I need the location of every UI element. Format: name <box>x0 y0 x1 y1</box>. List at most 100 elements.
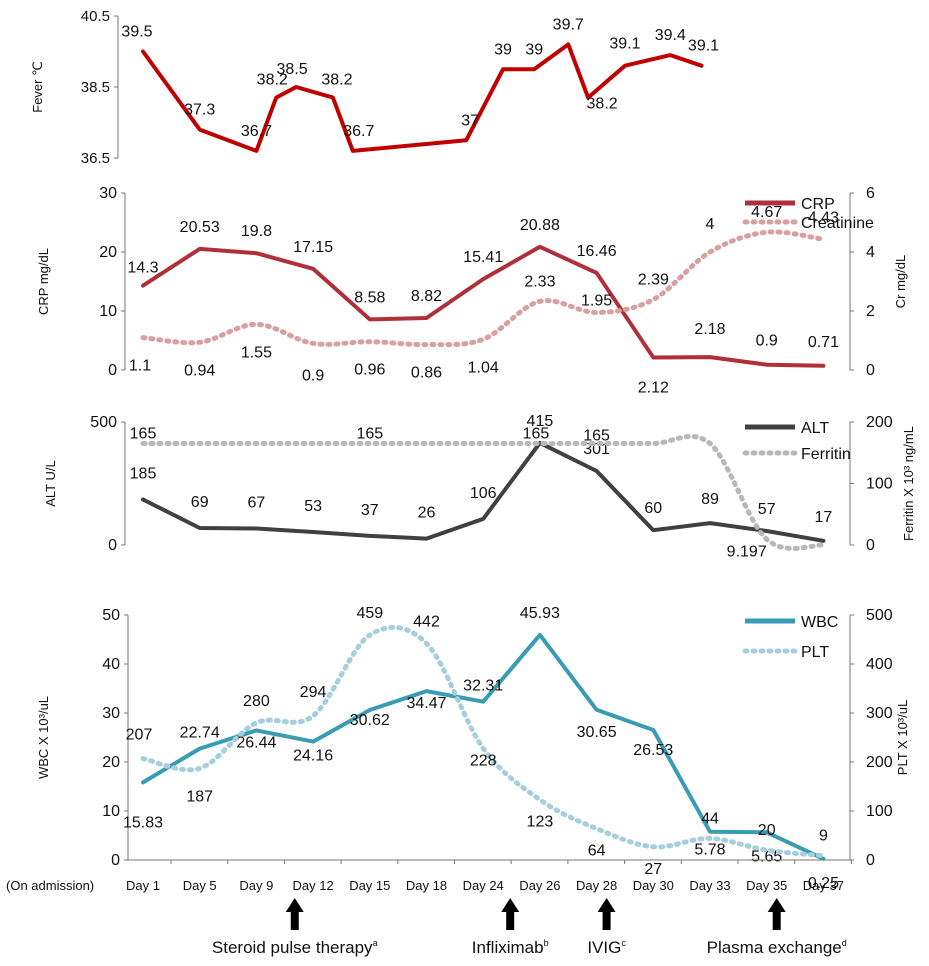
alt-right-tick-label: 0 <box>866 537 875 554</box>
crp-left-tick-label: 30 <box>99 185 117 202</box>
ferritin-data-label: 9.197 <box>727 543 767 560</box>
fever-data-label: 39 <box>494 41 512 58</box>
fever-data-label: 38.2 <box>587 96 618 113</box>
crp-right-tick-label: 2 <box>866 303 875 320</box>
creatinine-data-label: 4 <box>706 216 715 233</box>
wbc-data-label: 24.16 <box>293 748 333 765</box>
wbc-data-label: 30.62 <box>350 712 390 729</box>
fever-data-label: 37 <box>461 112 479 129</box>
plt-data-label: 442 <box>413 613 440 630</box>
wbc-right-tick-label: 400 <box>866 656 893 673</box>
plasma-exchange-footnote-mark: d <box>842 938 847 948</box>
crp-right-tick-label: 0 <box>866 362 875 379</box>
x-tick-label: Day 9 <box>239 878 273 893</box>
crp-right-axis-label: Cr mg/dL <box>893 255 908 308</box>
creatinine-data-label: 1.95 <box>581 292 612 309</box>
fever-data-label: 39.7 <box>553 16 584 33</box>
crp-left-tick-label: 10 <box>99 303 117 320</box>
creatinine-series-line <box>140 229 826 348</box>
fever-data-label: 39.4 <box>655 27 686 44</box>
wbc-data-label: 0.25 <box>808 875 839 892</box>
wbc-legend-label: WBC <box>801 614 838 631</box>
plt-data-label: 459 <box>356 605 383 622</box>
alt-data-label: 89 <box>701 491 719 508</box>
fever-data-label: 39.1 <box>609 36 640 53</box>
x-tick-label: Day 30 <box>633 878 674 893</box>
wbc-left-tick-label: 50 <box>102 607 120 624</box>
x-tick-label: Day 12 <box>292 878 333 893</box>
plt-data-label: 64 <box>588 843 606 860</box>
fever-data-label: 38.2 <box>321 72 352 89</box>
wbc-right-axis-label: PLT X 10³/uL <box>895 700 910 775</box>
plt-data-label: 228 <box>470 752 497 769</box>
alt-data-label: 26 <box>418 505 436 522</box>
steroid-pulse-therapy-annotation: Steroid pulse therapya <box>212 938 378 957</box>
creatinine-data-label: 0.96 <box>354 362 385 379</box>
fever-data-label: 36.7 <box>343 123 374 140</box>
infliximab-annotation: Infliximabb <box>472 938 549 957</box>
fever-left-tick-label: 40.5 <box>81 8 110 25</box>
crp-data-label: 2.18 <box>694 321 725 338</box>
crp-right-tick-label: 6 <box>866 185 875 202</box>
wbc-data-label: 32.31 <box>463 678 503 695</box>
alt-data-label: 17 <box>815 509 833 526</box>
x-tick-label: Day 5 <box>183 878 217 893</box>
plt-data-label: 123 <box>527 814 554 831</box>
crp-left-tick-label: 0 <box>108 362 117 379</box>
x-tick-label: Day 35 <box>746 878 787 893</box>
fever-data-label: 39 <box>525 41 543 58</box>
wbc-left-tick-label: 40 <box>102 656 120 673</box>
crp-legend-label: CRP <box>801 196 835 213</box>
creatinine-data-label: 1.04 <box>468 359 499 376</box>
wbc-data-label: 30.65 <box>577 724 617 741</box>
creatinine-data-label: 2.39 <box>638 271 669 288</box>
admission-label: (On admission) <box>6 878 94 893</box>
crp-data-label: 0.9 <box>756 333 778 350</box>
ferritin-data-label: 165 <box>130 426 157 443</box>
x-tick-label: Day 1 <box>126 878 160 893</box>
infliximab-footnote-mark: b <box>544 938 549 948</box>
crp-data-label: 16.46 <box>577 243 617 260</box>
creatinine-data-label: 1.55 <box>241 344 272 361</box>
x-tick-label: Day 33 <box>689 878 730 893</box>
crp-data-label: 15.41 <box>463 249 503 266</box>
fever-series-line <box>141 42 704 153</box>
alt-left-tick-label: 0 <box>108 537 117 554</box>
crp-left-axis-label: CRP mg/dL <box>36 248 51 315</box>
plt-data-label: 20 <box>758 822 776 839</box>
creatinine-data-label: 4.67 <box>751 204 782 221</box>
wbc-right-tick-label: 300 <box>866 705 893 722</box>
x-tick-label: Day 26 <box>519 878 560 893</box>
x-tick-label: Day 15 <box>349 878 390 893</box>
alt-data-label: 185 <box>130 465 157 482</box>
creatinine-data-label: 0.86 <box>411 365 442 382</box>
wbc-data-label: 26.53 <box>633 742 673 759</box>
ferritin-data-label: 165 <box>523 426 550 443</box>
wbc-left-tick-label: 0 <box>111 852 120 869</box>
fever-data-label: 39.1 <box>688 38 719 55</box>
fever-data-label: 39.5 <box>121 24 152 41</box>
wbc-right-tick-label: 0 <box>866 852 875 869</box>
wbc-left-tick-label: 10 <box>102 803 120 820</box>
infliximab-arrow-icon <box>501 898 520 930</box>
plt-data-label: 9 <box>819 828 828 845</box>
wbc-right-tick-label: 100 <box>866 803 893 820</box>
crp-left-tick-label: 20 <box>99 244 117 261</box>
ferritin-series-line <box>140 433 826 551</box>
wbc-right-tick-label: 200 <box>866 754 893 771</box>
ivig-annotation: IVIGc <box>587 938 626 957</box>
crp-data-label: 17.15 <box>293 239 333 256</box>
wbc-left-tick-label: 30 <box>102 705 120 722</box>
wbc-data-label: 15.83 <box>123 814 163 831</box>
x-tick-label: Day 37 <box>803 878 844 893</box>
x-tick-label: Day 28 <box>576 878 617 893</box>
alt-left-tick-label: 500 <box>90 414 117 431</box>
crp-data-label: 8.58 <box>354 289 385 306</box>
ferritin-data-label: 165 <box>356 426 383 443</box>
alt-legend-label: ALT <box>801 420 829 437</box>
alt-right-axis-label: Ferritin X 10³ ng/mL <box>901 426 916 541</box>
plt-data-label: 280 <box>243 693 270 710</box>
crp-data-label: 20.88 <box>520 217 560 234</box>
creatinine-data-label: 4.43 <box>808 209 839 226</box>
